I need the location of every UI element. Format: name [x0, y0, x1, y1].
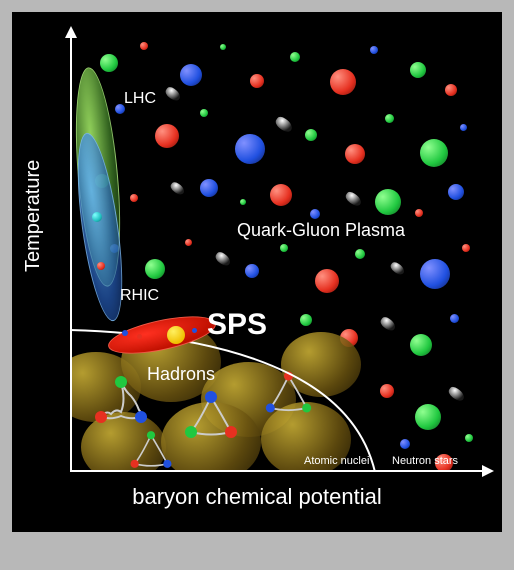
x-axis-label: baryon chemical potential [12, 484, 502, 510]
hadrons-label: Hadrons [147, 364, 215, 385]
sps-critical-point [167, 326, 185, 344]
atomic-nuclei-label: Atomic nuclei [304, 455, 369, 467]
y-axis [70, 34, 72, 472]
y-axis-label: Temperature [22, 160, 45, 272]
phase-diagram-frame: Temperature baryon chemical potential LH… [12, 12, 502, 532]
qgp-label: Quark-Gluon Plasma [237, 220, 405, 241]
x-axis-arrow-icon [482, 465, 494, 477]
rhic-label: RHIC [120, 287, 159, 305]
sps-label: SPS [207, 308, 267, 342]
y-axis-arrow-icon [65, 26, 77, 38]
hadron-region [71, 332, 371, 470]
neutron-stars-label: Neutron stars [392, 455, 458, 467]
lhc-label: LHC [124, 90, 156, 108]
x-axis [70, 470, 485, 472]
